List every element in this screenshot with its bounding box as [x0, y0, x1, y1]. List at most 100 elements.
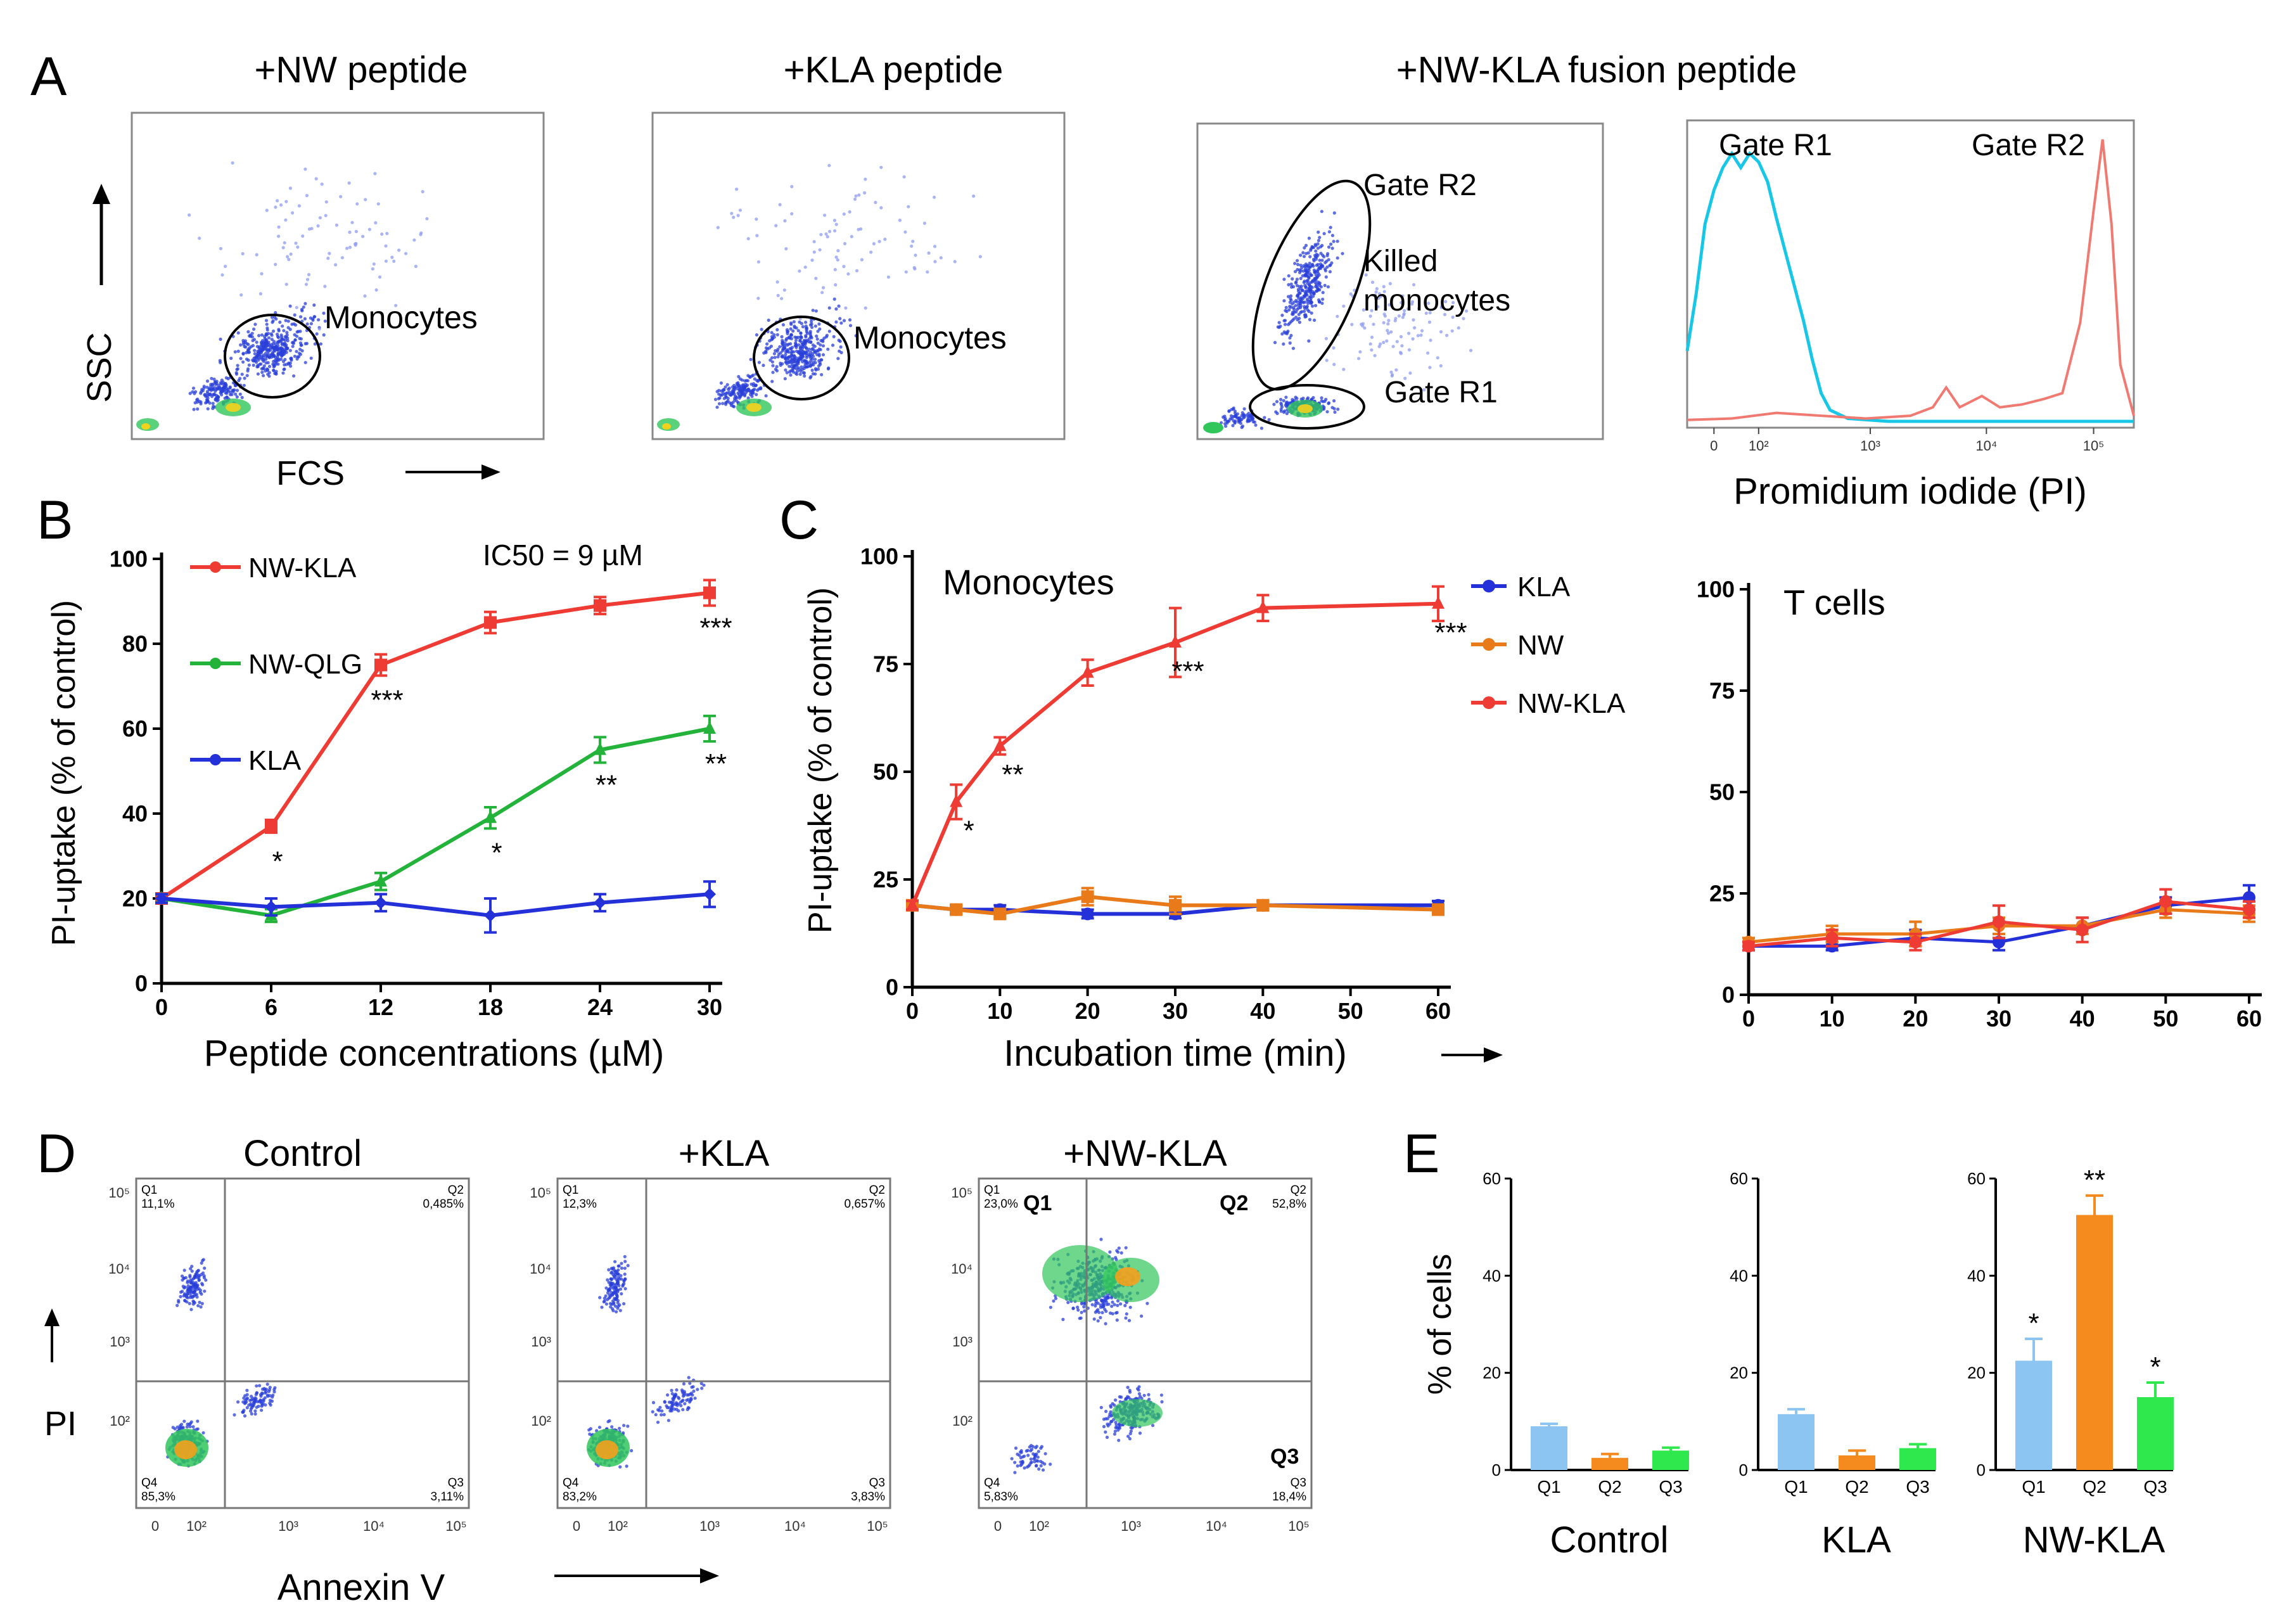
scatter-dot: [722, 397, 726, 400]
scatter-dot: [1124, 1316, 1128, 1320]
scatter-dot: [772, 335, 776, 339]
scatter-dot: [834, 320, 838, 324]
scatter-dot: [687, 1376, 691, 1379]
scatter-dot: [755, 217, 758, 221]
marker-nw-kla: [1825, 931, 1839, 945]
scatter-dot: [188, 1424, 192, 1429]
scatter-dot: [1301, 297, 1305, 300]
scatter-dot: [1234, 414, 1238, 418]
scatter-dot: [610, 1302, 614, 1306]
scatter-dot: [1305, 279, 1309, 283]
scatter-dot: [618, 1308, 622, 1312]
x-tick-label: 20: [1903, 1006, 1928, 1032]
scatter-dot: [1306, 251, 1310, 255]
ic50-annotation: IC50 = 9 µM: [483, 539, 643, 572]
q-name: Q4: [563, 1476, 579, 1490]
monocyte-gate-2: [753, 316, 850, 400]
y-tick-label: 50: [1709, 779, 1735, 805]
scatter-dot: [253, 1396, 257, 1400]
scatter-dot: [299, 315, 303, 319]
scatter-dot: [1071, 1307, 1075, 1310]
scatter-dot: [222, 385, 226, 389]
scatter-dot: [660, 1413, 663, 1417]
scatter-dot: [1336, 256, 1339, 260]
scatter-dot: [802, 371, 807, 375]
scatter-dot: [722, 388, 725, 392]
scatter-dot: [183, 1299, 187, 1303]
scatter-dot: [286, 255, 290, 259]
d-x-tick: 10³: [1121, 1518, 1141, 1534]
scatter-dot: [1287, 274, 1291, 278]
scatter-dot: [250, 1412, 253, 1416]
scatter-dot: [271, 362, 275, 366]
scatter-dot: [682, 1382, 686, 1386]
scatter-dot: [390, 255, 394, 259]
scatter-dot: [192, 1290, 196, 1294]
scatter-dot: [350, 220, 354, 224]
scatter-dot: [1387, 319, 1391, 323]
scatter-dot: [1395, 340, 1399, 343]
scatter-dot: [1321, 265, 1325, 269]
legend-label: NW-KLA: [248, 553, 357, 584]
scatter-dot: [612, 1291, 616, 1294]
x-tick-label: 18: [478, 994, 503, 1020]
panel-d-ylabel: PI: [44, 1405, 77, 1443]
d-y-tick: 10⁴: [951, 1261, 973, 1277]
scatter-dot: [320, 182, 324, 186]
e-group-name: NW-KLA: [2023, 1519, 2165, 1561]
scatter-dot: [662, 1413, 666, 1417]
d-x-tick: 10²: [1029, 1518, 1049, 1534]
e-category-label: Q2: [2082, 1477, 2106, 1497]
scatter-dot: [1328, 264, 1332, 267]
scatter-dot: [1292, 307, 1296, 311]
scatter-dot: [348, 230, 352, 234]
scatter-dot: [224, 264, 227, 268]
scatter-dot: [651, 1401, 656, 1405]
scatter-dot: [604, 1294, 608, 1298]
scatter-dot: [1026, 1454, 1030, 1457]
density-peak: [226, 403, 241, 412]
y-tick-label: 100: [860, 544, 898, 570]
density-peak: [141, 423, 150, 430]
scatter-dot: [317, 327, 321, 331]
panel-c-label: C: [779, 490, 819, 551]
scatter-dot: [625, 1464, 628, 1468]
scatter-dot: [780, 335, 784, 339]
scatter-dot: [265, 341, 269, 345]
scatter-dot: [1114, 1426, 1118, 1429]
scatter-dot: [274, 342, 277, 346]
marker-nw-qlg: [703, 721, 716, 734]
scatter-dot: [1160, 1400, 1164, 1403]
scatter-dot: [834, 283, 838, 287]
scatter-dot: [1282, 399, 1285, 403]
scatter-dot: [811, 352, 815, 355]
scatter-dot: [322, 311, 326, 315]
scatter-dot: [677, 1409, 680, 1413]
scatter-dot: [1111, 1300, 1114, 1304]
scatter-dot: [620, 1292, 623, 1296]
scatter-dot: [926, 270, 929, 274]
scatter-dot: [1386, 322, 1390, 326]
scatter-dot: [1341, 252, 1344, 255]
scatter-dot: [255, 253, 258, 257]
scatter-dot: [913, 267, 917, 271]
scatter-dot: [394, 304, 398, 307]
scatter-dot: [1298, 291, 1301, 295]
scatter-dot: [1151, 1424, 1155, 1428]
scatter-dot: [770, 356, 774, 360]
q-name: Q3: [869, 1476, 885, 1490]
scatter-dot: [1100, 1298, 1104, 1302]
scatter-dot: [277, 329, 281, 333]
scatter-dot: [192, 407, 196, 411]
scatter-dot: [267, 1388, 272, 1391]
scatter-dot: [1225, 419, 1229, 423]
scatter-dot: [619, 1274, 623, 1277]
scatter-dot: [200, 1301, 204, 1305]
scatter-dot: [1308, 272, 1312, 276]
scatter-dot: [819, 339, 823, 343]
scatter-dot: [272, 365, 276, 369]
scatter-dot: [656, 1421, 660, 1424]
scatter-dot: [255, 1405, 258, 1409]
scatter-dot: [1318, 259, 1322, 262]
scatter-dot: [778, 203, 782, 207]
